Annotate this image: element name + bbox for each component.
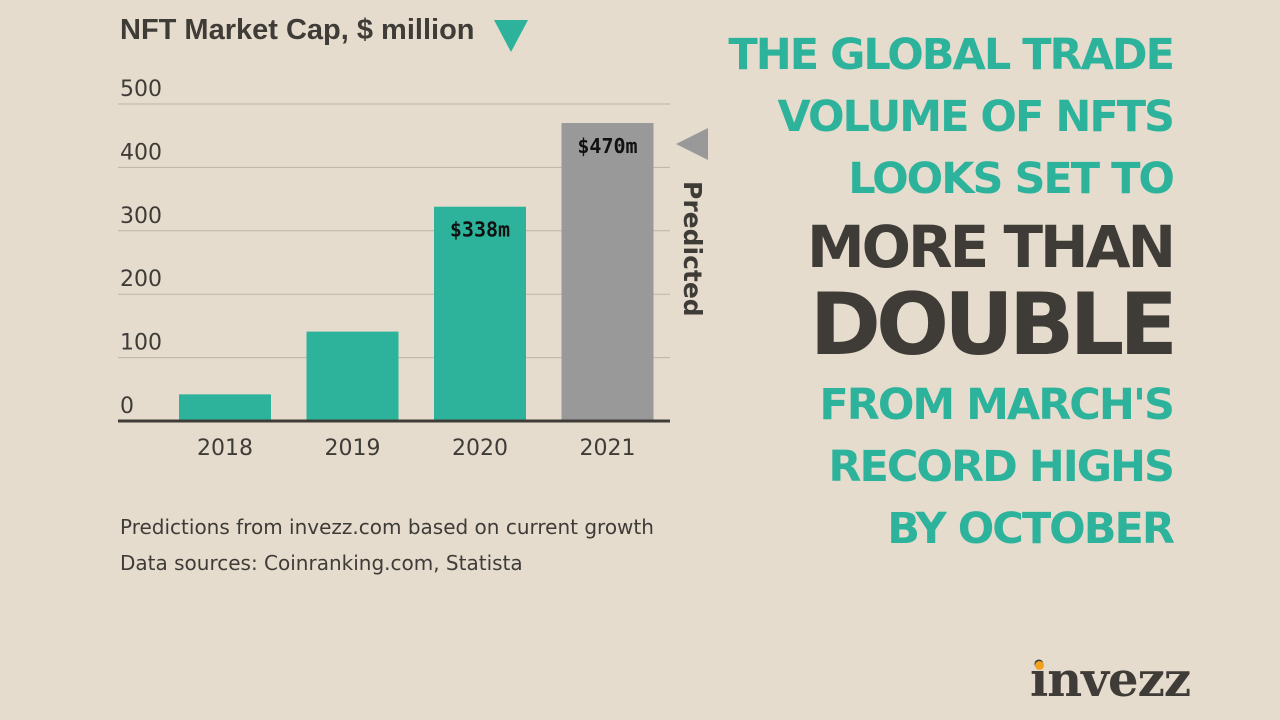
headline: THE GLOBAL TRADE VOLUME OF NFTS LOOKS SE… (728, 24, 1178, 560)
y-tick-label: 300 (120, 204, 162, 229)
predicted-label: Predicted (678, 181, 707, 317)
down-triangle-icon (494, 20, 528, 52)
headline-line-3: LOOKS SET TO (848, 154, 1175, 204)
headline-line-2: VOLUME OF NFTS (777, 92, 1175, 142)
headline-line-5: RECORD HIGHS (828, 442, 1175, 492)
bar-2020 (434, 206, 526, 421)
x-tick-label: 2021 (580, 436, 636, 461)
footnote-predictions: Predictions from invezz.com based on cur… (120, 515, 654, 539)
headline-emphasis-1: MORE THAN (806, 213, 1176, 281)
bar-2021 (561, 123, 654, 422)
y-tick-label: 100 (120, 331, 162, 356)
y-tick-label: 500 (120, 77, 162, 102)
bar-chart: 0 100 200 300 400 500 2018 2019 2020 $338m 2021 $47… (118, 77, 708, 461)
chart-title: NFT Market Cap, $ million (120, 14, 475, 46)
headline-line-1: THE GLOBAL TRADE (728, 30, 1175, 80)
data-label: $338m (450, 218, 510, 242)
headline-emphasis-2: DOUBLE (809, 275, 1178, 375)
x-tick-label: 2019 (325, 436, 381, 461)
footnote-sources: Data sources: Coinranking.com, Statista (120, 551, 523, 575)
bar-2019 (306, 331, 399, 421)
data-label: $470m (577, 134, 637, 158)
invezz-logo: invezz (1030, 652, 1191, 708)
left-triangle-icon (676, 128, 708, 160)
logo-dot (1035, 661, 1044, 670)
bar-2018 (179, 394, 271, 421)
headline-line-6: BY OCTOBER (887, 504, 1175, 554)
headline-line-4: FROM MARCH'S (819, 380, 1175, 430)
y-tick-label: 400 (120, 140, 162, 165)
y-tick-label: 200 (120, 267, 162, 292)
x-tick-label: 2018 (197, 436, 253, 461)
y-tick-label: 0 (120, 394, 134, 419)
x-tick-label: 2020 (452, 436, 508, 461)
